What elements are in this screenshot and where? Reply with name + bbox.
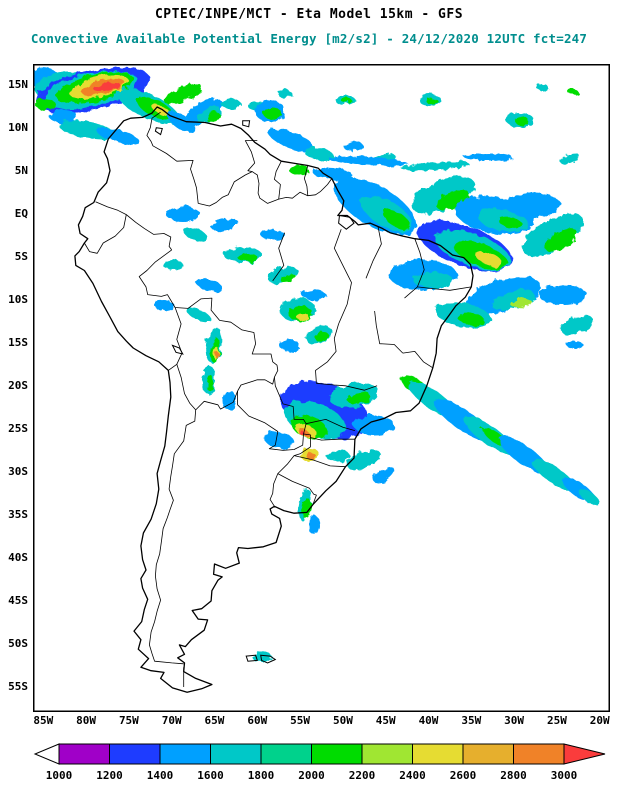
colorbar-segment	[412, 743, 464, 765]
colorbar-tick-1600: 1600	[197, 769, 224, 782]
colorbar-left-arrow	[33, 743, 60, 765]
lon-label-30W: 30W	[504, 714, 525, 727]
colorbar-segment	[260, 743, 312, 765]
lon-label-50W: 50W	[332, 714, 353, 727]
lat-label-45S: 45S	[8, 593, 28, 607]
colorbar-bar	[33, 743, 606, 765]
lon-label-25W: 25W	[546, 714, 567, 727]
lon-label-35W: 35W	[461, 714, 482, 727]
colorbar-segment	[58, 743, 110, 765]
colorbar-segment	[109, 743, 161, 765]
colorbar-tick-2800: 2800	[500, 769, 527, 782]
lat-label-25S: 25S	[8, 421, 28, 435]
colorbar-labels: 1000 1200 1400 1600 1800 2000 2200 2400 2600 2800…	[33, 770, 610, 786]
lon-label-55W: 55W	[290, 714, 311, 727]
colorbar: 1000 1200 1400 1600 1800 2000 2200 2400 2600 2800…	[33, 743, 610, 793]
colorbar-tick-2200: 2200	[348, 769, 376, 782]
colorbar-tick-3000: 3000	[550, 769, 578, 782]
colorbar-tick-2600: 2600	[449, 769, 477, 782]
page-title: CPTEC/INPE/MCT - Eta Model 15km - GFS	[154, 7, 464, 22]
map-frame	[33, 64, 610, 712]
lat-label-30S: 30S	[8, 464, 28, 478]
lon-label-80W: 80W	[76, 714, 96, 727]
lat-label-15N: 15N	[8, 77, 28, 91]
lat-label-5N: 5N	[14, 163, 28, 177]
colorbar-segment	[462, 743, 514, 765]
lon-label-70W: 70W	[161, 714, 182, 727]
lat-label-15S: 15S	[8, 335, 28, 349]
lat-label-35S: 35S	[8, 507, 28, 521]
coastline	[74, 106, 474, 693]
colorbar-segment	[159, 743, 211, 765]
colorbar-tick-2400: 2400	[399, 769, 426, 782]
colorbar-segment	[513, 743, 565, 765]
lat-label-EQ: EQ	[14, 206, 28, 220]
colorbar-tick-1000: 1000	[45, 769, 73, 782]
lon-label-65W: 65W	[204, 714, 225, 727]
lon-label-60W: 60W	[247, 714, 268, 727]
colorbar-tick-1400: 1400	[146, 769, 174, 782]
longitude-axis: 85W 80W 75W 70W 65W 60W 55W 50W 45W 40W 35W 30W 25W 2…	[33, 715, 610, 731]
lat-label-10N: 10N	[8, 120, 28, 134]
map-area	[27, 64, 610, 712]
colorbar-segment	[361, 743, 413, 765]
colorbar-tick-2000: 2000	[298, 769, 325, 782]
south-america-cape-map	[27, 64, 610, 712]
colorbar-tick-1800: 1800	[247, 769, 275, 782]
lat-label-50S: 50S	[8, 637, 28, 651]
colorbar-right-arrow	[563, 743, 606, 765]
lat-label-5S: 5S	[14, 249, 28, 263]
lon-label-20W: 20W	[589, 714, 610, 727]
lon-label-40W: 40W	[418, 714, 439, 727]
cape-field	[27, 67, 600, 662]
lon-label-85W: 85W	[33, 714, 54, 727]
colorbar-segment	[210, 743, 262, 765]
lat-label-55S: 55S	[8, 680, 28, 694]
lon-label-75W: 75W	[118, 714, 139, 727]
lat-label-10S: 10S	[8, 292, 28, 306]
country-state-borders	[84, 111, 472, 687]
colorbar-segment	[311, 743, 363, 765]
latitude-axis: 15N 10N 5N EQ 5S 10S 15S 20S 25S 30S 35S 40S 45S 50S 5…	[0, 64, 31, 712]
colorbar-tick-1200: 1200	[96, 769, 123, 782]
lon-label-45W: 45W	[375, 714, 396, 727]
lat-label-40S: 40S	[8, 550, 28, 564]
islands	[154, 120, 355, 664]
lat-label-20S: 20S	[8, 378, 28, 392]
page-subtitle: Convective Available Potential Energy [m…	[30, 31, 588, 46]
